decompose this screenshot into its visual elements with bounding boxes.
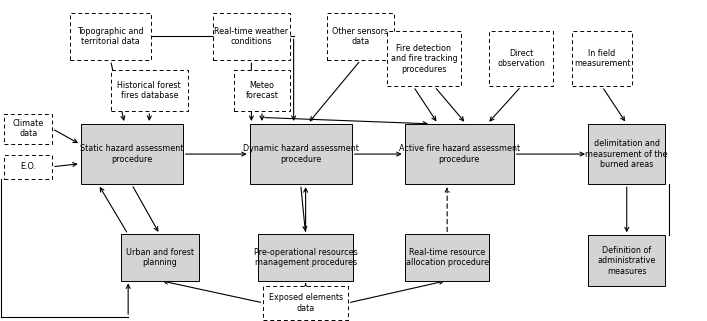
FancyBboxPatch shape [4,155,52,179]
FancyBboxPatch shape [250,124,352,184]
FancyBboxPatch shape [404,124,514,184]
Text: Direct
observation: Direct observation [497,49,545,68]
Text: E.O.: E.O. [20,162,36,171]
Text: Static hazard assessment
procedure: Static hazard assessment procedure [80,144,183,164]
FancyBboxPatch shape [588,235,665,286]
FancyBboxPatch shape [4,114,52,144]
Text: Historical forest
fires database: Historical forest fires database [117,81,181,100]
Text: Topographic and
territorial data: Topographic and territorial data [77,27,144,46]
Text: Real-time resource
allocation procedure: Real-time resource allocation procedure [406,248,489,267]
FancyBboxPatch shape [489,31,553,86]
FancyBboxPatch shape [327,13,394,60]
FancyBboxPatch shape [121,234,199,281]
Text: Meteo
forecast: Meteo forecast [245,81,279,100]
Text: Active fire hazard assessment
procedure: Active fire hazard assessment procedure [399,144,520,164]
Text: Fire detection
and fire tracking
procedures: Fire detection and fire tracking procedu… [390,44,457,74]
FancyBboxPatch shape [81,124,182,184]
Text: Climate
data: Climate data [13,119,44,138]
Text: Dynamic hazard assessment
procedure: Dynamic hazard assessment procedure [243,144,358,164]
FancyBboxPatch shape [572,31,632,86]
Text: Other sensors
data: Other sensors data [332,27,389,46]
FancyBboxPatch shape [405,234,489,281]
Text: Pre-operational resources
management procedures: Pre-operational resources management pro… [254,248,358,267]
Text: Urban and forest
planning: Urban and forest planning [126,248,194,267]
FancyBboxPatch shape [588,124,665,184]
FancyBboxPatch shape [70,13,151,60]
Text: Exposed elements
data: Exposed elements data [269,293,343,313]
Text: Real-time weather
conditions: Real-time weather conditions [214,27,288,46]
FancyBboxPatch shape [110,70,188,111]
Text: Definition of
administrative
measures: Definition of administrative measures [597,246,656,275]
Text: In field
measurement: In field measurement [574,49,631,68]
FancyBboxPatch shape [264,286,348,320]
FancyBboxPatch shape [258,234,354,281]
FancyBboxPatch shape [213,13,290,60]
FancyBboxPatch shape [234,70,290,111]
FancyBboxPatch shape [387,31,461,86]
Text: delimitation and
measurement of the
burned areas: delimitation and measurement of the burn… [585,139,668,169]
